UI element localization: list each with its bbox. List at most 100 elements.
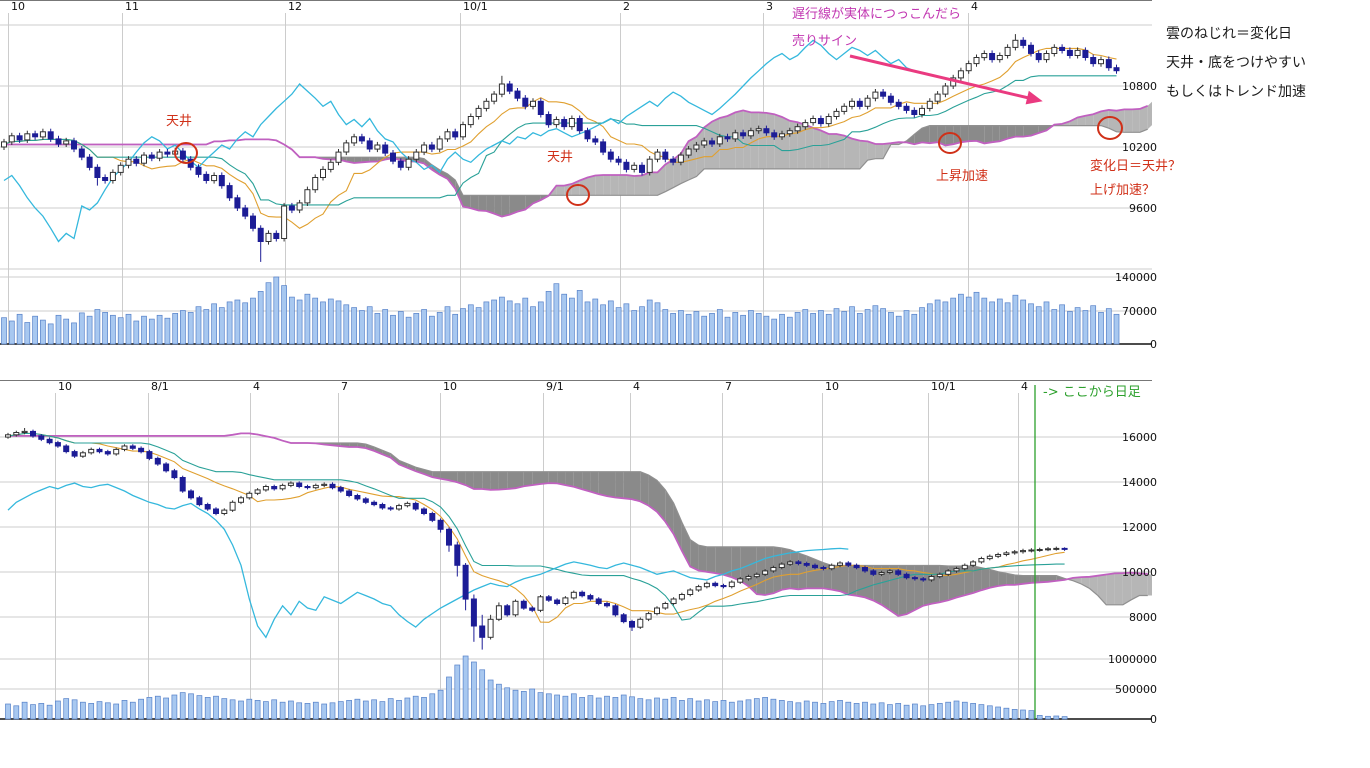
candle	[257, 227, 264, 243]
candle	[928, 576, 935, 581]
volume-bar	[1067, 311, 1073, 345]
candle	[242, 207, 249, 217]
volume-bar	[537, 301, 544, 345]
volume-bar	[203, 309, 210, 345]
candle	[483, 100, 490, 109]
candle	[587, 595, 594, 600]
candle	[495, 605, 502, 620]
volume-bar	[825, 313, 832, 345]
candle	[358, 136, 365, 142]
candle	[787, 561, 794, 565]
candle	[195, 166, 202, 175]
candle	[1043, 53, 1050, 61]
volume-bar	[872, 305, 879, 345]
candle	[849, 100, 855, 107]
volume-bar	[1082, 310, 1089, 345]
annotation-text: 上昇加速	[936, 169, 988, 184]
volume-bar	[1043, 301, 1050, 345]
volume-bar	[8, 320, 15, 345]
candle	[981, 53, 988, 59]
candle	[234, 197, 241, 209]
volume-bar	[887, 704, 893, 720]
volume-bar	[595, 697, 602, 720]
month-label: 4	[633, 380, 640, 393]
volume-bar	[978, 704, 985, 720]
volume-bar	[462, 655, 469, 720]
volume-bar	[479, 669, 486, 720]
volume-bar	[828, 701, 835, 720]
volume-bar	[579, 697, 585, 720]
volume-bar	[1098, 312, 1104, 345]
volume-bar	[612, 697, 619, 720]
candle	[47, 131, 54, 140]
volume-bar	[820, 703, 827, 720]
chikou-span-line	[7, 482, 849, 639]
candle	[934, 93, 941, 102]
volume-bar	[487, 679, 494, 720]
candle	[1045, 548, 1051, 551]
volume-bar	[587, 695, 594, 720]
candle	[221, 509, 228, 515]
candle	[396, 505, 402, 510]
candle	[880, 91, 887, 97]
volume-bar	[654, 697, 660, 720]
volume-bar	[795, 702, 802, 720]
candle	[615, 158, 622, 163]
candle	[920, 578, 927, 581]
candle	[279, 484, 286, 490]
candle	[71, 140, 77, 150]
volume-bar	[530, 306, 536, 345]
candle	[327, 161, 334, 170]
volume-bar	[942, 301, 949, 345]
volume-tick-label: 500000	[1115, 683, 1157, 696]
month-label: 8/1	[151, 380, 169, 393]
candle	[405, 158, 412, 168]
candle	[623, 161, 630, 170]
candle	[662, 603, 669, 609]
candle	[54, 442, 61, 447]
volume-bar	[429, 693, 436, 720]
volume-bar	[467, 304, 474, 345]
candle	[584, 130, 591, 140]
candle	[1004, 46, 1011, 57]
volume-bar	[281, 285, 287, 345]
volume-bar	[958, 293, 964, 345]
candle	[1020, 550, 1026, 553]
volume-bar	[351, 307, 357, 345]
volume-bar	[778, 700, 785, 720]
volume-bar	[693, 311, 700, 345]
candle	[287, 482, 294, 486]
month-label: 10	[58, 380, 72, 393]
candle	[537, 596, 544, 611]
volume-bar	[242, 302, 249, 345]
volume-tick-label: 140000	[1115, 271, 1157, 284]
volume-bar	[662, 698, 669, 720]
volume-bar	[1113, 313, 1120, 345]
volume-bar	[154, 695, 161, 720]
candle	[163, 463, 170, 472]
candle	[146, 451, 153, 459]
volume-bar	[926, 303, 933, 345]
volume-bar	[78, 312, 85, 345]
candle	[895, 570, 902, 575]
volume-bar	[996, 298, 1003, 345]
candle	[1003, 552, 1010, 555]
month-label: 7	[341, 380, 348, 393]
candle	[21, 430, 28, 434]
candle	[171, 470, 178, 479]
candle	[444, 131, 451, 140]
candle	[903, 573, 910, 579]
volume-bar	[304, 293, 311, 345]
volume-bar	[366, 306, 373, 345]
volume-bar	[833, 308, 840, 345]
candle	[841, 105, 848, 112]
volume-bar	[748, 310, 754, 345]
volume-bar	[1074, 307, 1081, 345]
candle	[337, 487, 344, 492]
volume-bar	[623, 303, 630, 345]
candle	[703, 582, 710, 588]
candle	[86, 156, 93, 168]
volume-bar	[631, 310, 638, 345]
price-tick-label: 10000	[1122, 566, 1157, 579]
grid	[0, 380, 1152, 720]
